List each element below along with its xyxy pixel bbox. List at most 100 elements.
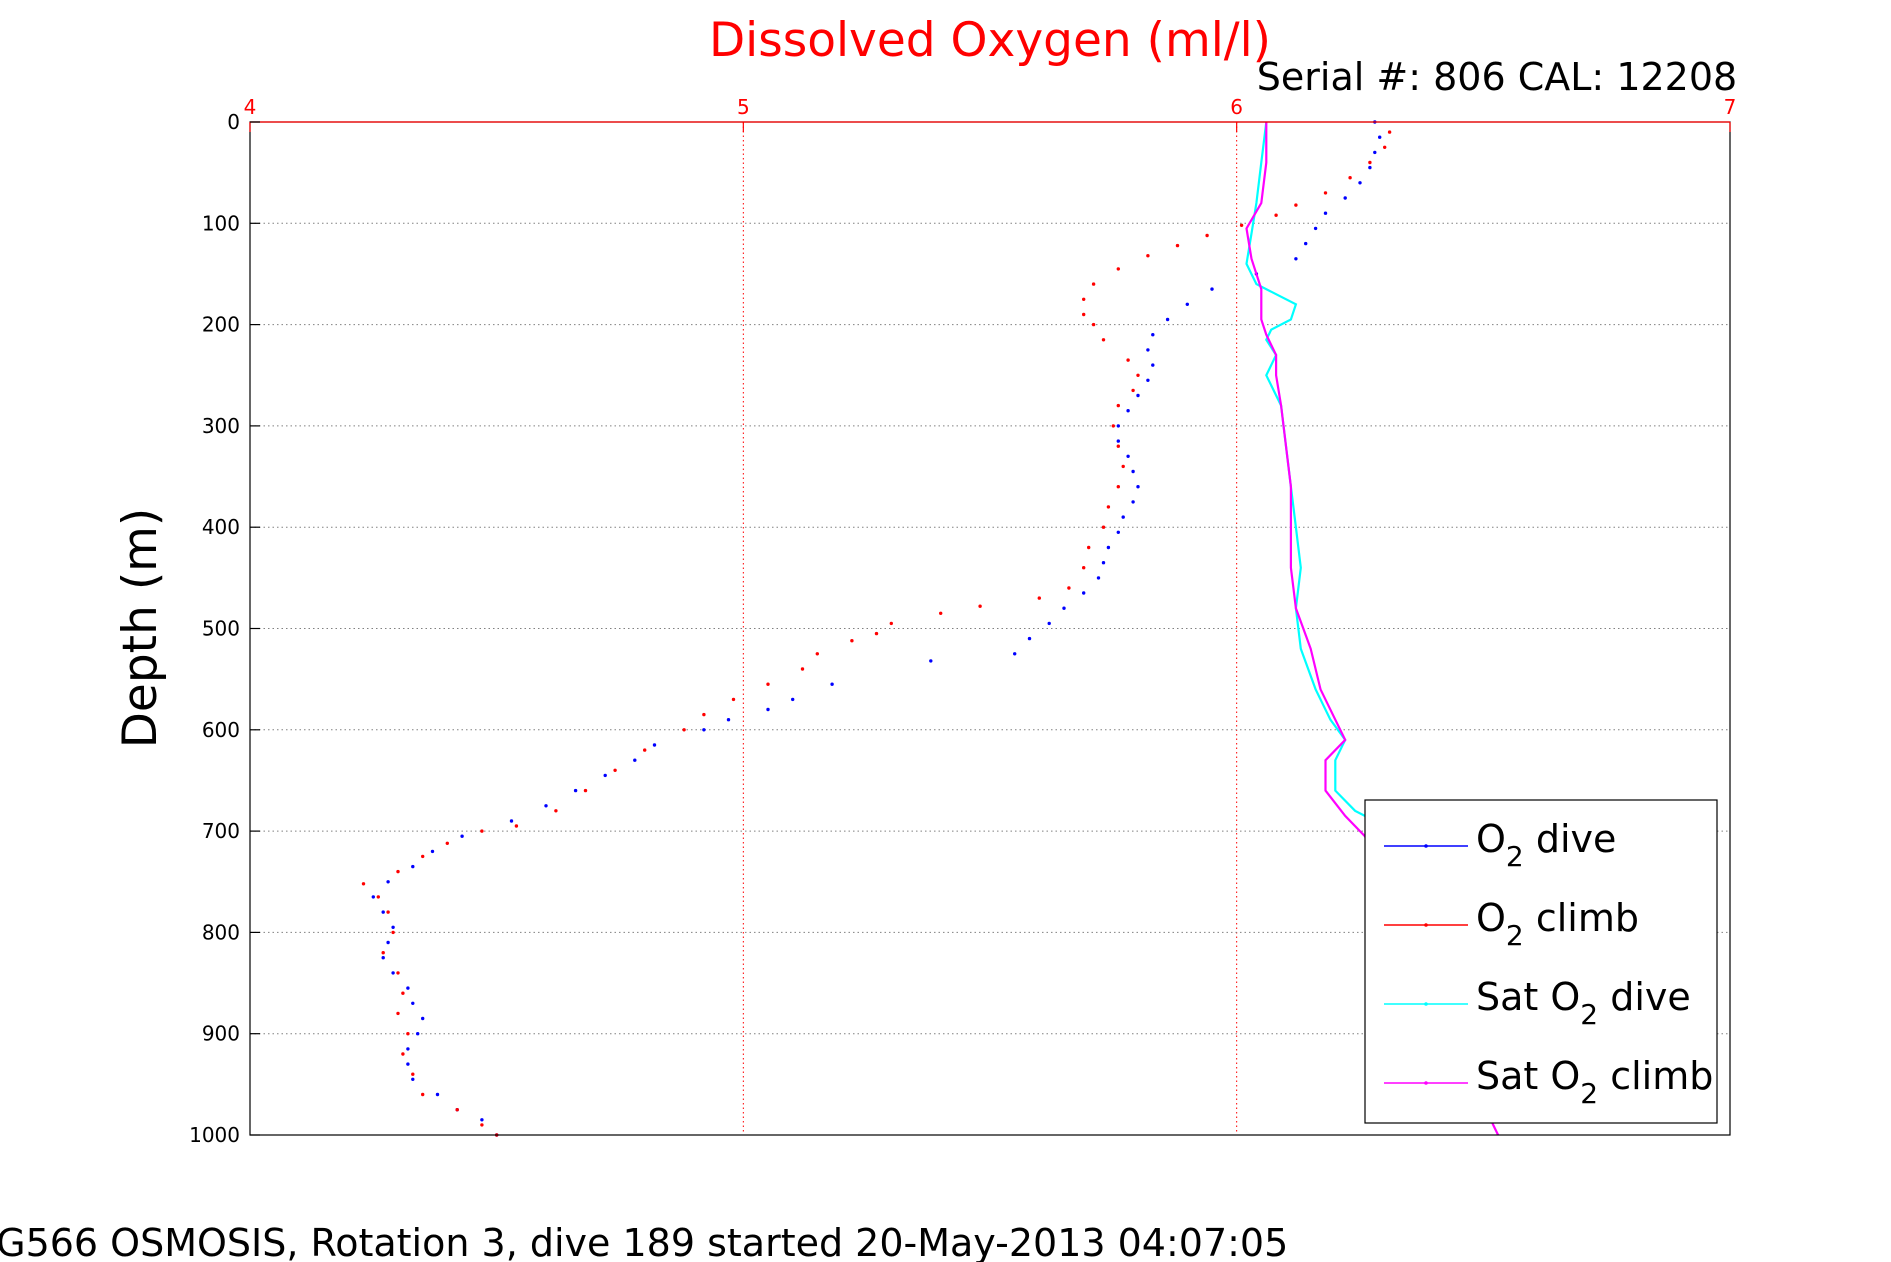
data-point-o2-dive xyxy=(1373,150,1377,155)
data-point-o2-climb xyxy=(1087,545,1091,550)
chart-subtitle: Serial #: 806 CAL: 12208 xyxy=(1257,55,1737,99)
data-point-o2-climb xyxy=(800,667,805,671)
data-point-o2-dive xyxy=(411,1001,415,1005)
data-point-o2-climb xyxy=(1082,566,1086,570)
data-point-o2-climb xyxy=(1037,596,1042,600)
data-point-o2-climb xyxy=(1082,312,1086,317)
data-point-o2-dive xyxy=(1116,530,1121,534)
data-point-o2-dive xyxy=(1151,363,1155,367)
data-point-o2-climb xyxy=(401,991,405,995)
data-point-o2-dive xyxy=(1131,469,1135,474)
data-point-o2-dive xyxy=(1343,196,1347,200)
data-point-o2-dive xyxy=(381,956,385,960)
data-point-o2-climb xyxy=(391,930,395,935)
data-point-o2-climb xyxy=(514,824,519,828)
data-point-o2-climb xyxy=(583,788,588,793)
data-point-o2-dive xyxy=(1082,591,1086,595)
y-tick-label: 1000 xyxy=(189,1123,240,1147)
data-point-o2-dive xyxy=(386,880,390,884)
series-line-sat-o2-climb xyxy=(1245,122,1500,1136)
data-point-o2-dive xyxy=(391,925,395,929)
data-point-o2-climb xyxy=(381,951,385,955)
data-point-o2-dive xyxy=(435,1092,440,1097)
data-point-o2-climb xyxy=(1387,130,1392,134)
data-point-o2-climb xyxy=(850,639,854,643)
data-point-o2-dive xyxy=(603,773,607,778)
data-point-o2-dive xyxy=(1131,500,1135,504)
data-point-o2-dive xyxy=(480,1118,484,1122)
data-point-o2-dive xyxy=(406,986,410,990)
data-point-o2-dive xyxy=(1126,454,1130,458)
data-point-o2-climb xyxy=(396,971,400,975)
data-point-o2-dive xyxy=(1304,241,1308,246)
y-tick-label: 500 xyxy=(202,617,240,641)
data-point-o2-climb xyxy=(1111,424,1116,428)
data-point-o2-climb xyxy=(1101,525,1106,529)
data-point-o2-climb xyxy=(401,1052,405,1056)
legend-marker-sat-o2-climb xyxy=(1424,1081,1428,1085)
data-point-o2-climb xyxy=(1116,444,1121,448)
y-tick-label: 100 xyxy=(202,211,240,235)
data-point-o2-dive xyxy=(1165,317,1170,322)
data-point-o2-climb xyxy=(731,697,736,702)
data-point-o2-climb xyxy=(1091,322,1096,327)
data-point-o2-dive xyxy=(406,1062,410,1066)
data-point-o2-dive xyxy=(1121,515,1125,519)
data-point-o2-dive xyxy=(1151,333,1155,337)
data-point-o2-dive xyxy=(544,804,548,808)
data-point-o2-climb xyxy=(1294,203,1298,207)
legend-marker-o2-climb xyxy=(1424,923,1428,927)
y-tick-label: 400 xyxy=(202,515,240,539)
y-tick-label: 300 xyxy=(202,414,240,438)
data-point-o2-dive xyxy=(1313,226,1318,231)
data-point-o2-climb xyxy=(1136,373,1140,377)
data-point-o2-climb xyxy=(396,1011,400,1016)
data-point-o2-climb xyxy=(1131,388,1135,393)
data-point-o2-dive xyxy=(460,834,464,838)
data-point-o2-dive xyxy=(633,758,637,762)
x-tick-label: 5 xyxy=(737,95,750,119)
data-point-o2-climb xyxy=(1067,586,1071,590)
data-point-o2-dive xyxy=(381,910,385,914)
data-point-o2-climb xyxy=(445,841,449,845)
data-point-o2-climb xyxy=(1116,485,1121,489)
x-ticks: 4 5 6 7 xyxy=(244,95,1737,132)
data-point-o2-dive xyxy=(1047,621,1051,626)
data-point-o2-climb xyxy=(766,682,770,686)
data-point-o2-dive xyxy=(1096,576,1101,580)
data-point-o2-climb xyxy=(361,882,366,886)
data-point-o2-dive xyxy=(702,728,706,732)
data-point-o2-dive xyxy=(929,659,933,663)
data-point-o2-climb xyxy=(1368,160,1372,165)
data-point-o2-climb xyxy=(480,1123,484,1127)
x-tick-label: 7 xyxy=(1724,95,1737,119)
data-point-o2-dive xyxy=(421,1016,425,1021)
data-point-o2-climb xyxy=(1348,176,1352,180)
data-point-o2-dive xyxy=(1116,439,1121,443)
chart-title: Dissolved Oxygen (ml/l) xyxy=(709,13,1271,68)
data-point-o2-dive xyxy=(1294,257,1298,261)
data-point-o2-climb xyxy=(421,1092,425,1097)
data-point-o2-dive xyxy=(1185,302,1190,306)
data-point-o2-climb xyxy=(396,869,400,874)
data-point-o2-climb xyxy=(939,611,943,615)
data-point-o2-dive xyxy=(726,718,731,722)
data-point-o2-dive xyxy=(1368,165,1372,170)
y-tick-label: 0 xyxy=(227,110,240,134)
legend-marker-sat-o2-dive xyxy=(1424,1002,1428,1006)
legend-box xyxy=(1364,799,1718,1124)
data-point-o2-climb xyxy=(1106,505,1111,509)
data-point-o2-dive xyxy=(830,682,834,686)
data-point-o2-dive xyxy=(1136,485,1140,489)
data-point-o2-dive xyxy=(1013,652,1017,656)
data-point-o2-dive xyxy=(371,895,375,899)
data-point-o2-climb xyxy=(613,768,617,772)
data-layer xyxy=(361,120,1500,1137)
data-point-o2-dive xyxy=(1136,393,1140,398)
data-point-o2-climb xyxy=(376,895,380,899)
x-tick-label: 6 xyxy=(1230,95,1243,119)
y-axis-title: Depth (m) xyxy=(113,508,168,749)
x-tick-label: 4 xyxy=(244,95,257,119)
data-point-o2-climb xyxy=(682,728,686,732)
data-point-o2-dive xyxy=(406,1047,410,1051)
